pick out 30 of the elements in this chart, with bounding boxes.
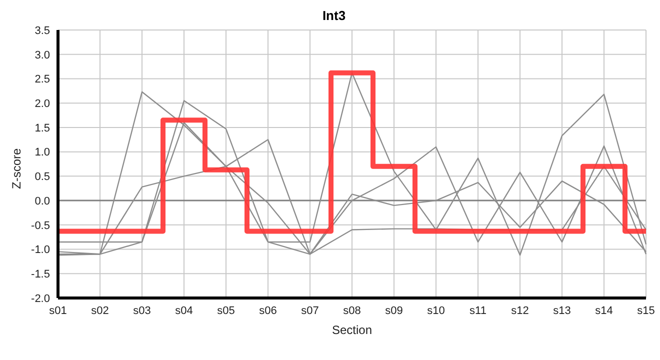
y-tick-label: 3.0: [34, 49, 50, 62]
x-tick-label: s10: [427, 304, 445, 317]
chart-title: Int3: [321, 8, 347, 23]
x-tick-label: s12: [511, 304, 529, 317]
x-tick-label: s01: [49, 304, 67, 317]
x-tick-label: s05: [217, 304, 235, 317]
y-tick-label: 3.5: [34, 24, 50, 37]
x-tick-label: s03: [133, 304, 151, 317]
x-tick-label: s04: [175, 304, 193, 317]
x-tick-label: s09: [385, 304, 403, 317]
x-axis-title: Section: [332, 323, 372, 337]
y-tick-label: -1.5: [31, 268, 50, 281]
x-tick-label: s07: [301, 304, 319, 317]
x-tick-label: s15: [637, 304, 655, 317]
y-axis-title: Z-score: [9, 148, 24, 189]
y-tick-label: 2.5: [34, 74, 50, 86]
x-tick-label: s11: [470, 304, 486, 317]
y-tick-label: 1.5: [34, 122, 50, 134]
y-tick-label: 1.0: [34, 146, 50, 159]
y-tick-label: -0.5: [31, 220, 50, 232]
y-tick-label: -1.0: [31, 244, 50, 256]
x-tick-label: s06: [259, 304, 277, 317]
x-tick-label: s02: [91, 304, 109, 317]
x-tick-label: s13: [553, 304, 571, 317]
y-tick-label: -2.0: [31, 292, 50, 305]
y-tick-label: 0.5: [34, 171, 50, 184]
x-tick-label: s14: [595, 304, 613, 317]
y-tick-label: 0.0: [34, 195, 50, 208]
y-tick-label: 2.0: [34, 98, 50, 110]
x-tick-label: s08: [343, 304, 361, 317]
